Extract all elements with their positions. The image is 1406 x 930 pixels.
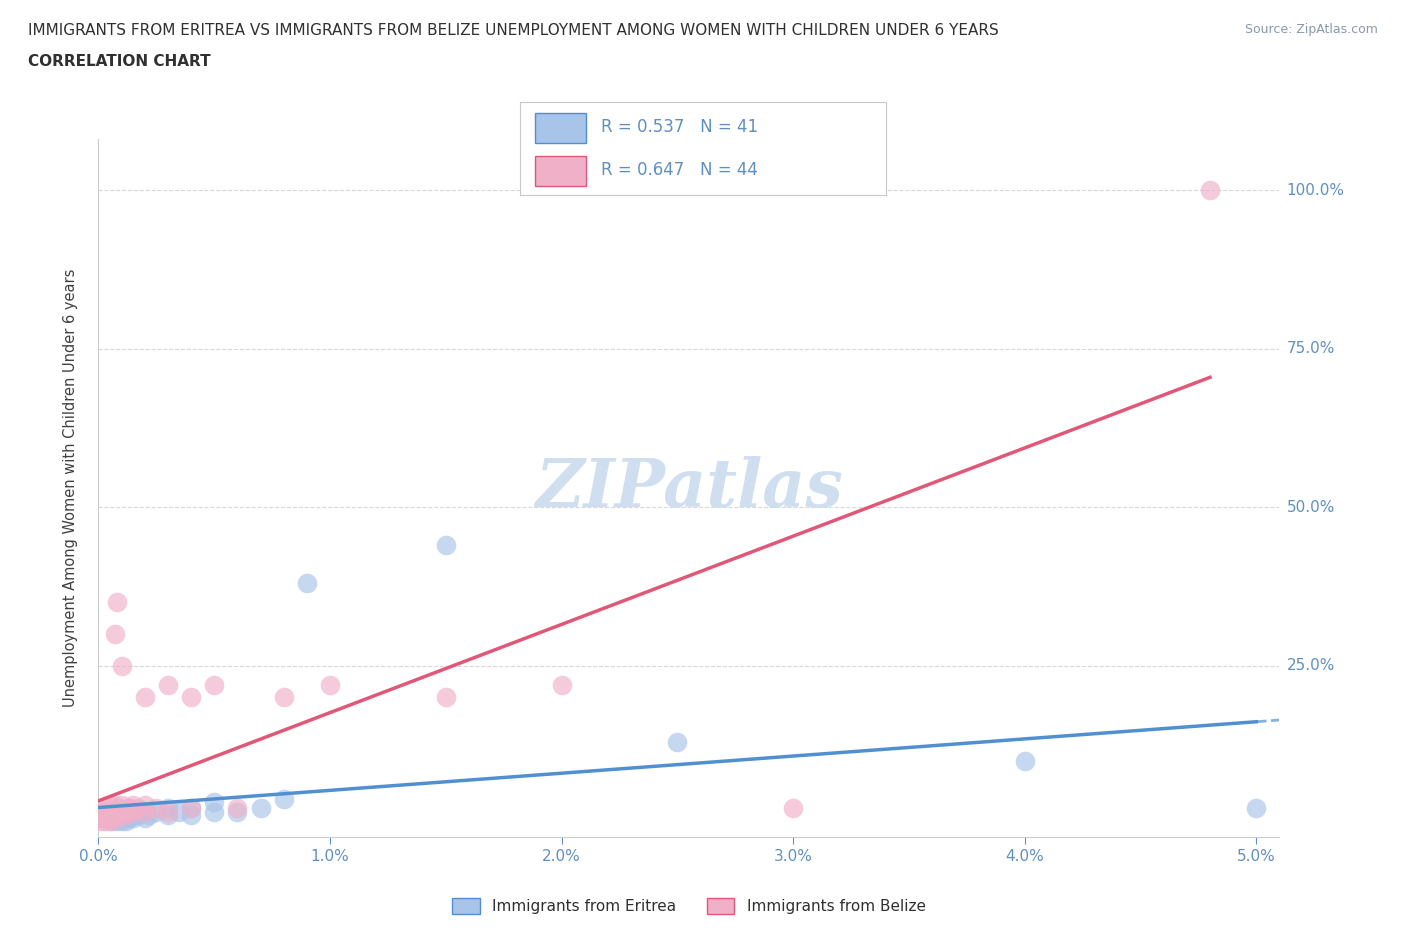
- Point: [108, 811, 131, 826]
- Point: [104, 804, 127, 819]
- Point: [105, 595, 128, 610]
- Point: [134, 798, 156, 813]
- Point: [110, 811, 132, 826]
- Point: [1246, 801, 1268, 816]
- Point: [91, 804, 114, 819]
- Text: R = 0.647   N = 44: R = 0.647 N = 44: [600, 161, 758, 179]
- Point: [180, 690, 202, 705]
- Point: [110, 814, 132, 829]
- Point: [94, 801, 117, 816]
- Point: [295, 576, 318, 591]
- Point: [91, 811, 114, 826]
- Point: [94, 807, 117, 822]
- Point: [226, 801, 249, 816]
- Point: [110, 804, 132, 819]
- Point: [105, 814, 128, 829]
- Point: [202, 804, 225, 819]
- Point: [122, 804, 145, 819]
- Point: [98, 814, 121, 829]
- Y-axis label: Unemployment Among Women with Children Under 6 years: Unemployment Among Women with Children U…: [63, 269, 77, 708]
- Point: [97, 811, 120, 826]
- Point: [156, 677, 179, 692]
- Point: [104, 627, 127, 642]
- Text: R = 0.537   N = 41: R = 0.537 N = 41: [600, 118, 758, 137]
- FancyBboxPatch shape: [534, 113, 586, 143]
- Text: 50.0%: 50.0%: [1286, 499, 1334, 515]
- Point: [105, 811, 128, 826]
- Point: [134, 804, 156, 819]
- Point: [434, 690, 457, 705]
- Point: [98, 807, 121, 822]
- Point: [115, 814, 138, 829]
- Point: [180, 801, 202, 816]
- Point: [319, 677, 342, 692]
- Point: [98, 798, 121, 813]
- Point: [104, 807, 127, 822]
- Point: [156, 804, 179, 819]
- Point: [122, 798, 145, 813]
- Point: [134, 811, 156, 826]
- Point: [117, 801, 139, 816]
- Point: [110, 804, 132, 819]
- Point: [105, 807, 128, 822]
- Text: 100.0%: 100.0%: [1286, 182, 1344, 198]
- Point: [94, 814, 117, 829]
- Text: IMMIGRANTS FROM ERITREA VS IMMIGRANTS FROM BELIZE UNEMPLOYMENT AMONG WOMEN WITH : IMMIGRANTS FROM ERITREA VS IMMIGRANTS FR…: [28, 23, 998, 38]
- Point: [117, 811, 139, 826]
- Point: [226, 804, 249, 819]
- Point: [273, 791, 295, 806]
- Point: [91, 811, 114, 826]
- Point: [122, 811, 145, 826]
- Legend: Immigrants from Eritrea, Immigrants from Belize: Immigrants from Eritrea, Immigrants from…: [446, 892, 932, 920]
- Point: [1199, 183, 1222, 198]
- Text: Source: ZipAtlas.com: Source: ZipAtlas.com: [1244, 23, 1378, 36]
- Point: [110, 798, 132, 813]
- Point: [105, 801, 128, 816]
- Text: CORRELATION CHART: CORRELATION CHART: [28, 54, 211, 69]
- Point: [273, 690, 295, 705]
- Point: [115, 807, 138, 822]
- Point: [108, 804, 131, 819]
- Point: [434, 538, 457, 552]
- Point: [97, 811, 120, 826]
- Text: 25.0%: 25.0%: [1286, 658, 1334, 673]
- Point: [101, 804, 124, 819]
- Point: [115, 807, 138, 822]
- Point: [122, 804, 145, 819]
- Text: 75.0%: 75.0%: [1286, 341, 1334, 356]
- Point: [94, 804, 117, 819]
- Point: [666, 735, 689, 750]
- Point: [127, 801, 149, 816]
- Point: [98, 807, 121, 822]
- Point: [202, 677, 225, 692]
- Point: [249, 801, 271, 816]
- FancyBboxPatch shape: [534, 156, 586, 186]
- Point: [101, 811, 124, 826]
- Point: [156, 801, 179, 816]
- Point: [180, 801, 202, 816]
- Point: [129, 804, 152, 819]
- Point: [169, 804, 191, 819]
- Point: [117, 801, 139, 816]
- Point: [180, 807, 202, 822]
- Point: [134, 690, 156, 705]
- Point: [101, 814, 124, 829]
- Point: [115, 804, 138, 819]
- Point: [202, 794, 225, 809]
- Point: [145, 804, 167, 819]
- Point: [550, 677, 572, 692]
- Point: [156, 807, 179, 822]
- Point: [110, 658, 132, 673]
- Point: [145, 801, 167, 816]
- Point: [134, 804, 156, 819]
- Text: ZIPatlas: ZIPatlas: [536, 456, 842, 521]
- Point: [90, 814, 112, 829]
- Point: [97, 804, 120, 819]
- Point: [782, 801, 804, 816]
- Point: [127, 807, 149, 822]
- Point: [1014, 753, 1036, 768]
- Point: [104, 798, 127, 813]
- Point: [104, 811, 127, 826]
- Point: [138, 807, 160, 822]
